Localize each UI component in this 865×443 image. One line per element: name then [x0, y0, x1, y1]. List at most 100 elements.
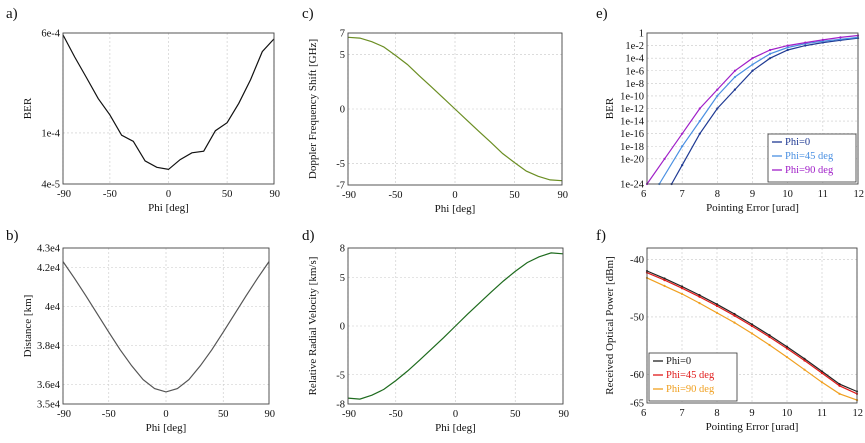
xtick-label-a-3: 50 — [222, 189, 233, 200]
point-f-0-5 — [733, 312, 736, 316]
ytick-label-e-6: 1e-10 — [620, 91, 644, 102]
point-f-2-7 — [768, 343, 771, 347]
xtick-label-f-1: 7 — [679, 408, 684, 419]
point-f-1-6 — [750, 324, 754, 328]
point-e-1-7 — [786, 46, 789, 49]
ytick-label-e-3: 1e-16 — [620, 129, 644, 140]
point-e-1-4 — [733, 75, 737, 79]
point-f-1-10 — [820, 372, 824, 375]
ytick-label-c-0: -7 — [336, 181, 345, 192]
point-e-0-2 — [698, 132, 701, 135]
series-line-d-0 — [347, 252, 564, 400]
point-e-1-2 — [698, 119, 701, 123]
ytick-label-e-1: 1e-20 — [620, 154, 644, 165]
yaxis-label-f: Received Optical Power [dBm] — [604, 256, 616, 394]
yaxis-label-b: Distance [km] — [22, 295, 34, 358]
point-f-0-11 — [838, 382, 841, 386]
ytick-label-b-2: 3.8e4 — [37, 341, 61, 352]
panel-label-b: b) — [6, 228, 19, 244]
point-f-1-8 — [785, 347, 789, 350]
xtick-label-c-2: 0 — [452, 190, 457, 201]
ytick-label-b-5: 4.3e4 — [37, 244, 61, 255]
panel-b: b) -90 -50 0 50 90 3.5e4 3.6e4 3.8e4 4e4 4.2e4 4.3e… — [6, 228, 275, 434]
xtick-label-e-0: 6 — [641, 189, 646, 200]
point-e-2-8 — [786, 44, 789, 47]
point-f-2-3 — [698, 302, 701, 305]
point-f-0-8 — [785, 345, 789, 348]
point-f-0-7 — [768, 334, 771, 337]
point-e-0-3 — [716, 107, 719, 110]
xaxis-label-e: Pointing Error [urad] — [706, 202, 799, 214]
point-f-0-1 — [663, 277, 666, 280]
xtick-label-d-1: -50 — [389, 409, 403, 420]
ytick-label-b-4: 4.2e4 — [37, 263, 61, 274]
panel-label-e: e) — [596, 6, 608, 22]
plot-frame-b — [62, 247, 270, 405]
point-e-1-10 — [839, 38, 842, 41]
point-f-1-4 — [715, 304, 719, 308]
point-f-0-2 — [680, 285, 684, 288]
yaxis-label-c: Doppler Frequency Shift [GHz] — [307, 39, 319, 179]
panel-label-c: c) — [302, 6, 314, 22]
point-f-2-11 — [838, 392, 841, 395]
ytick-label-f-3: -40 — [630, 255, 644, 266]
ytick-label-a-1: 1e-4 — [41, 128, 60, 139]
ytick-label-b-0: 3.5e4 — [37, 400, 61, 411]
ytick-label-e-9: 1e-4 — [625, 54, 644, 65]
point-f-2-6 — [750, 332, 754, 335]
plot-frame-a — [62, 32, 275, 185]
xtick-label-c-4: 90 — [558, 190, 569, 201]
legend-box-e — [767, 133, 857, 183]
xtick-label-a-0: -90 — [57, 189, 71, 200]
ytick-label-e-11: 1 — [639, 29, 644, 40]
point-e-1-1 — [681, 145, 684, 148]
point-f-0-4 — [715, 303, 719, 306]
point-e-2-3 — [698, 107, 701, 110]
point-f-1-5 — [733, 314, 736, 317]
xtick-label-d-2: 0 — [453, 409, 458, 420]
xtick-label-f-5: 11 — [817, 408, 827, 419]
xtick-label-e-1: 7 — [680, 189, 685, 200]
yaxis-label-e: BER — [604, 97, 616, 119]
point-e-2-7 — [768, 48, 772, 52]
point-e-2-4 — [716, 88, 719, 91]
xtick-label-f-4: 10 — [782, 408, 793, 419]
point-e-0-6 — [768, 57, 772, 60]
xtick-label-c-0: -90 — [342, 190, 356, 201]
legend-label-f-0: Phi=0 — [666, 356, 691, 367]
xtick-label-e-4: 10 — [782, 189, 793, 200]
series-line-a-0 — [62, 34, 275, 171]
ytick-label-e-5: 1e-12 — [620, 104, 644, 115]
xtick-label-f-3: 9 — [749, 408, 754, 419]
xtick-label-e-5: 11 — [818, 189, 828, 200]
legend-label-e-0: Phi=0 — [785, 137, 810, 148]
xtick-label-f-0: 6 — [641, 408, 646, 419]
series-line-c-0 — [347, 36, 563, 182]
xtick-label-c-1: -50 — [389, 190, 403, 201]
ytick-label-c-3: 5 — [340, 50, 345, 61]
point-e-2-6 — [751, 57, 754, 60]
ytick-label-a-2: 6e-4 — [41, 29, 60, 40]
xtick-label-b-0: -90 — [57, 409, 71, 420]
panel-f: f) 6 7 8 9 10 11 12 -65 -60 -50 -40 Pointing Error [… — [596, 228, 863, 433]
point-e-2-2 — [681, 132, 684, 135]
ytick-label-c-2: 0 — [340, 105, 345, 116]
plot-frame-d — [347, 247, 564, 405]
plot-frame-f — [646, 247, 858, 404]
ytick-label-c-4: 7 — [340, 29, 345, 40]
ytick-label-b-3: 4e4 — [45, 302, 61, 313]
ytick-label-e-2: 1e-18 — [620, 142, 644, 153]
point-e-2-11 — [839, 36, 842, 39]
legend-label-f-2: Phi=90 deg — [666, 384, 715, 395]
point-f-2-5 — [733, 321, 736, 324]
point-f-2-9 — [803, 368, 806, 371]
point-f-0-9 — [803, 357, 806, 360]
panel-label-d: d) — [302, 228, 315, 244]
ytick-label-a-0: 4e-5 — [41, 180, 60, 191]
ytick-label-d-4: 8 — [340, 244, 345, 255]
point-e-0-5 — [751, 69, 754, 72]
ytick-label-e-4: 1e-14 — [620, 117, 645, 128]
xtick-label-f-2: 8 — [714, 408, 719, 419]
